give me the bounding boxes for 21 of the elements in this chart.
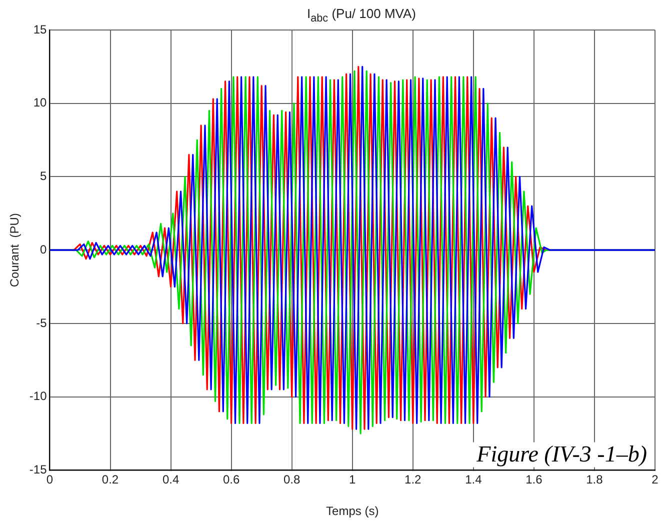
y-tick-label: 15 [33, 22, 48, 36]
x-tick-label: 1.2 [404, 472, 422, 487]
x-tick-label: 1 [349, 472, 356, 487]
y-tick-label: -5 [36, 316, 48, 330]
y-axis-title: Courant (PU) [8, 213, 22, 288]
x-axis-title: Temps (s) [326, 504, 379, 518]
chart-title: I$_{abc}$ (Pu/ 100 MVA) [306, 6, 417, 25]
y-tick-label: -10 [29, 389, 48, 404]
annotation: Figure (IV-3 -1–b) [476, 442, 647, 467]
x-tick-label: 1.4 [465, 472, 482, 487]
x-tick-label: 0.8 [284, 472, 301, 487]
y-tick-label: -15 [29, 462, 48, 477]
x-tick-label: 0.2 [102, 472, 119, 487]
x-tick-label: 1.6 [526, 472, 543, 487]
y-tick-label: 0 [40, 242, 48, 256]
x-tick-label: 1.8 [586, 472, 604, 487]
x-tick-label: 0.6 [222, 472, 240, 487]
y-tick-label: 10 [33, 96, 48, 110]
y-tick-label: 5 [40, 169, 48, 184]
x-tick-label: 2 [652, 472, 659, 487]
x-tick-label: 0.4 [162, 472, 180, 487]
